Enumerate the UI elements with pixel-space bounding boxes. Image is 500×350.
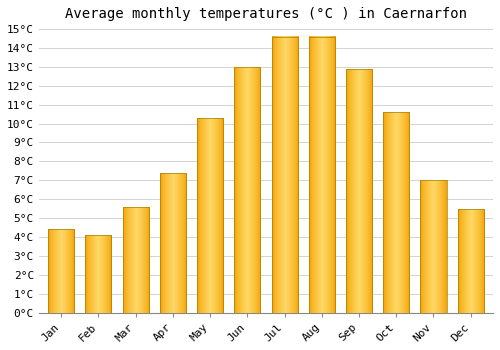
Bar: [86, 235, 112, 313]
Bar: [383, 112, 409, 313]
Bar: [234, 67, 260, 313]
Bar: [197, 118, 223, 313]
Bar: [308, 37, 335, 313]
Bar: [272, 37, 297, 313]
Bar: [458, 209, 483, 313]
Bar: [346, 69, 372, 313]
Bar: [160, 173, 186, 313]
Bar: [420, 180, 446, 313]
Bar: [122, 207, 148, 313]
Title: Average monthly temperatures (°C ) in Caernarfon: Average monthly temperatures (°C ) in Ca…: [65, 7, 467, 21]
Bar: [48, 230, 74, 313]
